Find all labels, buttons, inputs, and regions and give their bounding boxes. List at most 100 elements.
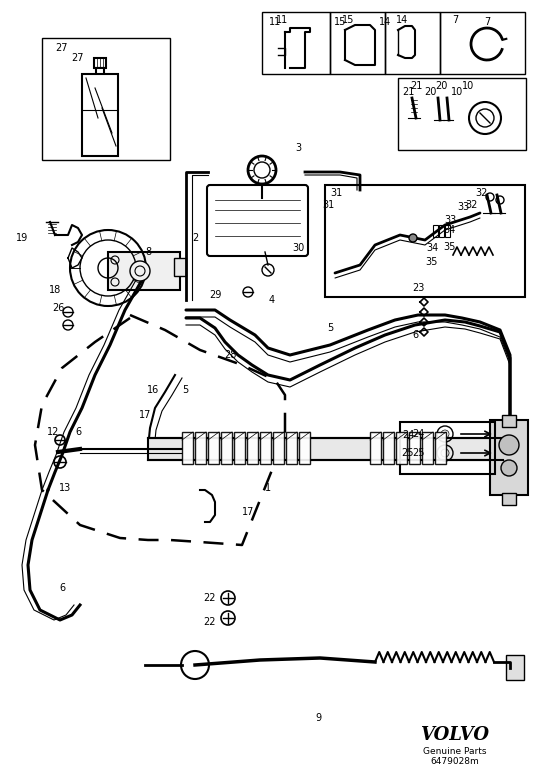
Bar <box>42 38 170 160</box>
Text: 17: 17 <box>242 507 254 517</box>
Bar <box>409 432 420 464</box>
Circle shape <box>248 156 276 184</box>
Text: 33: 33 <box>457 202 469 212</box>
FancyBboxPatch shape <box>207 185 308 256</box>
Bar <box>502 493 516 505</box>
Text: 34: 34 <box>443 225 455 235</box>
Bar <box>440 12 525 74</box>
Text: 14: 14 <box>379 17 391 27</box>
Text: 19: 19 <box>16 233 28 243</box>
Text: 18: 18 <box>49 285 61 295</box>
Bar <box>506 655 524 680</box>
Text: 22: 22 <box>204 617 216 627</box>
Text: 33: 33 <box>444 215 456 225</box>
Text: 30: 30 <box>292 243 304 253</box>
Bar <box>247 432 258 464</box>
Text: 24: 24 <box>402 430 414 440</box>
Bar <box>422 432 433 464</box>
Text: 8: 8 <box>145 247 151 257</box>
Bar <box>273 432 284 464</box>
Bar <box>96 68 104 76</box>
Bar <box>435 432 446 464</box>
Bar <box>174 258 186 276</box>
Bar <box>445 225 450 237</box>
Bar <box>400 422 495 474</box>
Bar <box>195 432 206 464</box>
Text: 1: 1 <box>265 483 271 493</box>
Text: 15: 15 <box>334 17 346 27</box>
Bar <box>439 225 444 237</box>
Text: 7: 7 <box>452 15 458 25</box>
Bar <box>260 432 271 464</box>
Text: 2: 2 <box>192 233 198 243</box>
Text: 16: 16 <box>147 385 159 395</box>
Bar <box>325 185 525 297</box>
Text: 22: 22 <box>204 593 216 603</box>
Text: 21: 21 <box>402 87 414 97</box>
Bar <box>82 74 118 156</box>
Text: 7: 7 <box>484 17 490 27</box>
Text: 15: 15 <box>342 15 355 25</box>
Text: 26: 26 <box>52 303 64 313</box>
Bar <box>490 420 528 495</box>
Text: 34: 34 <box>426 243 438 253</box>
Bar <box>370 432 381 464</box>
Bar <box>299 432 310 464</box>
Text: 3: 3 <box>295 143 301 153</box>
Bar <box>385 12 440 74</box>
Text: 25: 25 <box>402 448 414 458</box>
Text: 12: 12 <box>47 427 59 437</box>
Text: 32: 32 <box>466 200 478 210</box>
Bar <box>262 12 330 74</box>
Text: VOLVO: VOLVO <box>421 726 490 744</box>
Text: 9: 9 <box>315 713 321 723</box>
Text: 35: 35 <box>426 257 438 267</box>
Text: 35: 35 <box>443 242 455 252</box>
Bar <box>208 432 219 464</box>
Bar <box>396 432 407 464</box>
Text: 20: 20 <box>435 81 448 91</box>
Circle shape <box>130 261 150 281</box>
Text: 28: 28 <box>224 350 236 360</box>
Text: 29: 29 <box>209 290 221 300</box>
Circle shape <box>499 435 519 455</box>
Text: 20: 20 <box>424 87 436 97</box>
Bar <box>433 225 438 237</box>
Bar <box>94 58 106 68</box>
Bar <box>182 432 193 464</box>
Text: 5: 5 <box>182 385 188 395</box>
Bar <box>383 432 394 464</box>
Text: 11: 11 <box>276 15 288 25</box>
Text: 24: 24 <box>412 429 424 439</box>
Text: 25: 25 <box>412 448 424 458</box>
Text: Genuine Parts: Genuine Parts <box>423 747 487 755</box>
Text: 6: 6 <box>412 330 418 340</box>
Bar <box>108 252 180 290</box>
Text: 17: 17 <box>139 410 151 420</box>
Circle shape <box>409 234 417 242</box>
Text: 23: 23 <box>412 283 424 293</box>
Text: 14: 14 <box>396 15 408 25</box>
Text: 27: 27 <box>72 53 84 63</box>
Bar <box>286 432 297 464</box>
Text: 6: 6 <box>75 427 81 437</box>
Bar <box>502 415 516 427</box>
Text: 32: 32 <box>475 188 487 198</box>
Text: 10: 10 <box>451 87 463 97</box>
Text: 11: 11 <box>269 17 281 27</box>
Bar <box>398 78 526 150</box>
Text: 27: 27 <box>55 43 67 53</box>
Text: 21: 21 <box>410 81 422 91</box>
Text: 31: 31 <box>322 200 334 210</box>
Bar <box>148 438 503 460</box>
Bar <box>234 432 245 464</box>
Text: 10: 10 <box>462 81 475 91</box>
Text: 4: 4 <box>269 295 275 305</box>
Circle shape <box>501 460 517 476</box>
Text: 6: 6 <box>59 583 65 593</box>
Bar <box>330 12 385 74</box>
Text: 13: 13 <box>59 483 71 493</box>
Bar <box>221 432 232 464</box>
Text: 5: 5 <box>327 323 333 333</box>
Text: 6479028m: 6479028m <box>430 758 479 766</box>
